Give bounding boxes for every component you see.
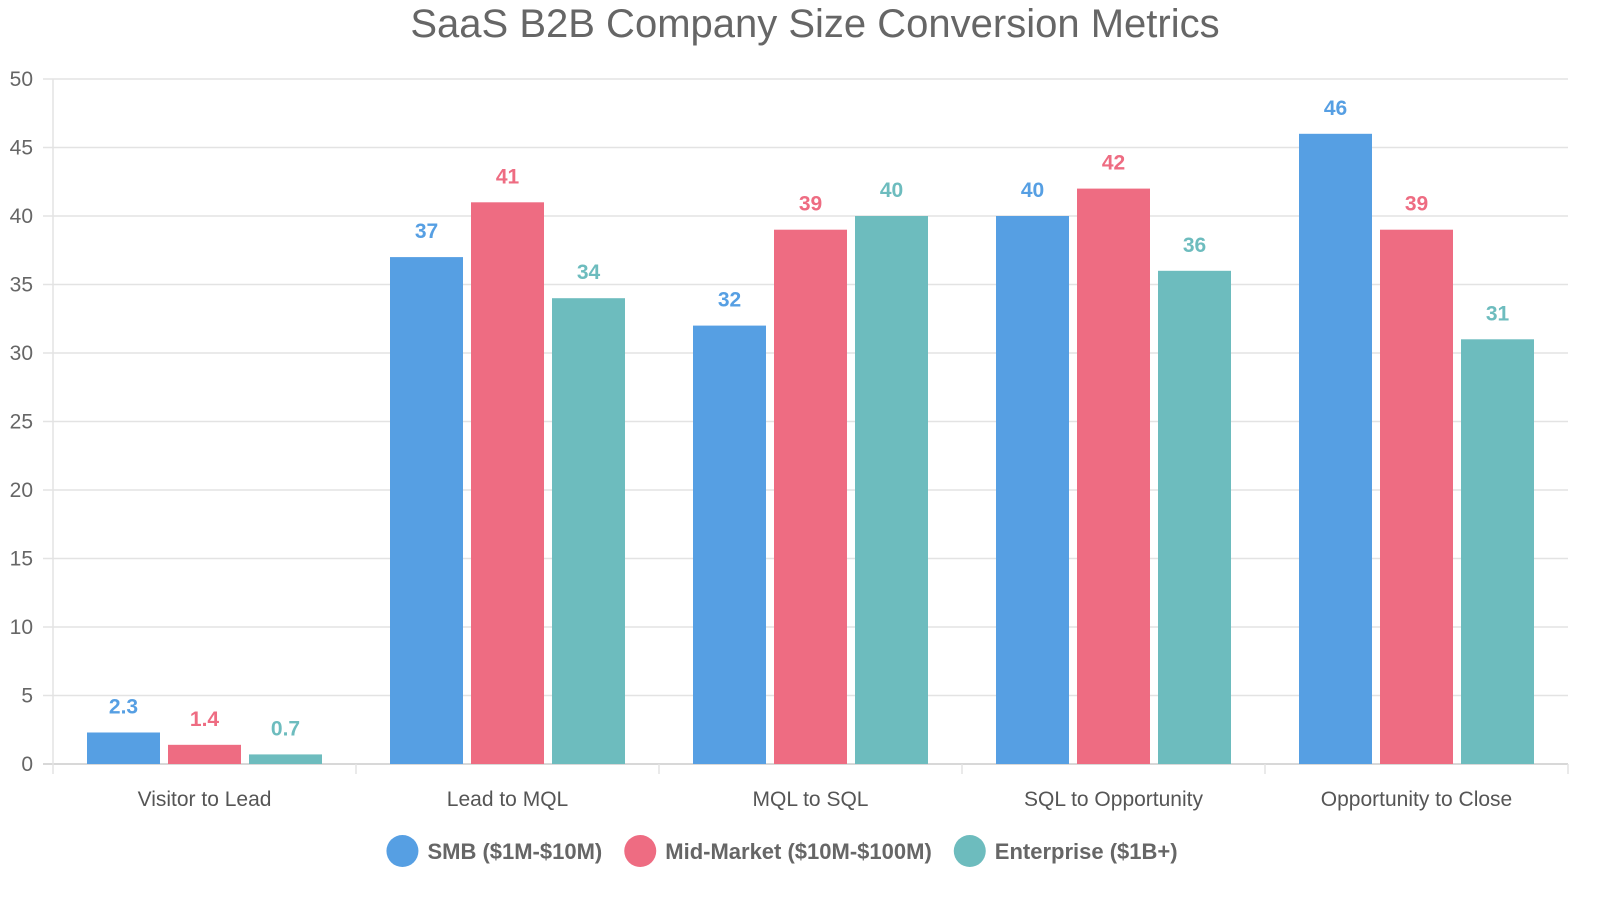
data-label: 40 (1021, 179, 1044, 202)
legend-swatch (386, 835, 419, 867)
y-axis-ticks: 0 5 10 15 20 25 30 35 40 45 50 (10, 68, 33, 776)
bar-1-5[interactable] (1299, 133, 1372, 765)
y-tick-label: 50 (10, 68, 33, 91)
bars (87, 133, 1534, 765)
data-label: 37 (415, 220, 438, 243)
bar-1-2[interactable] (390, 257, 463, 764)
data-label: 40 (880, 179, 903, 202)
legend-label: Enterprise ($1B+) (995, 839, 1178, 864)
data-labels: 2.3 1.4 0.7 37 41 34 32 39 40 40 42 36 46 39 31 (109, 97, 1510, 741)
legend-label: Mid-Market ($10M-$100M) (665, 839, 932, 864)
bar-2-2[interactable] (471, 202, 544, 765)
y-tick-label: 0 (21, 753, 33, 776)
y-tick-label: 25 (10, 411, 33, 434)
bar-2-4[interactable] (1077, 188, 1150, 765)
chart-title: SaaS B2B Company Size Conversion Metrics (410, 2, 1219, 46)
data-label: 0.7 (271, 717, 300, 740)
bar-2-3[interactable] (774, 229, 847, 764)
bar-3-1[interactable] (249, 754, 322, 764)
x-tick-label: Opportunity to Close (1321, 788, 1512, 811)
y-tick-label: 5 (21, 685, 33, 708)
y-tick-label: 40 (10, 205, 33, 228)
bar-3-3[interactable] (855, 216, 928, 764)
legend-swatch (953, 835, 986, 867)
data-label: 39 (1405, 193, 1428, 216)
x-tick-label: Visitor to Lead (138, 788, 272, 811)
data-label: 34 (577, 261, 601, 284)
data-label: 46 (1324, 97, 1347, 120)
data-label: 42 (1102, 152, 1125, 175)
x-tick-label: MQL to SQL (753, 788, 869, 811)
legend-item-3[interactable]: Enterprise ($1B+) (953, 835, 1178, 867)
data-label: 32 (718, 289, 741, 312)
y-tick-label: 20 (10, 479, 33, 502)
data-label: 36 (1183, 234, 1206, 257)
data-label: 39 (799, 193, 822, 216)
legend-label: SMB ($1M-$10M) (427, 839, 602, 864)
y-tick-label: 15 (10, 548, 33, 571)
legend-item-2[interactable]: Mid-Market ($10M-$100M) (624, 835, 932, 867)
bar-1-4[interactable] (996, 216, 1069, 764)
x-axis: Visitor to Lead Lead to MQL MQL to SQL SQL … (138, 788, 1513, 811)
bar-3-2[interactable] (552, 298, 625, 764)
bar-2-1[interactable] (168, 744, 241, 764)
legend-item-1[interactable]: SMB ($1M-$10M) (386, 835, 602, 867)
bar-3-4[interactable] (1158, 270, 1231, 764)
data-label: 31 (1486, 302, 1510, 325)
x-tick-label: SQL to Opportunity (1024, 788, 1203, 811)
y-tick-label: 30 (10, 342, 33, 365)
legend[interactable]: SMB ($1M-$10M) Mid-Market ($10M-$100M) Ent… (386, 835, 1178, 867)
bar-2-5[interactable] (1380, 229, 1453, 764)
y-tick-label: 10 (10, 616, 33, 639)
y-tick-label: 35 (10, 274, 33, 297)
data-label: 1.4 (190, 708, 220, 731)
legend-swatch (624, 835, 657, 867)
y-tick-label: 45 (10, 137, 33, 160)
bar-1-3[interactable] (693, 325, 766, 764)
x-tick-label: Lead to MQL (447, 788, 568, 811)
bar-3-5[interactable] (1461, 339, 1534, 764)
data-label: 2.3 (109, 695, 138, 718)
data-label: 41 (496, 165, 520, 188)
bar-1-1[interactable] (87, 732, 160, 764)
